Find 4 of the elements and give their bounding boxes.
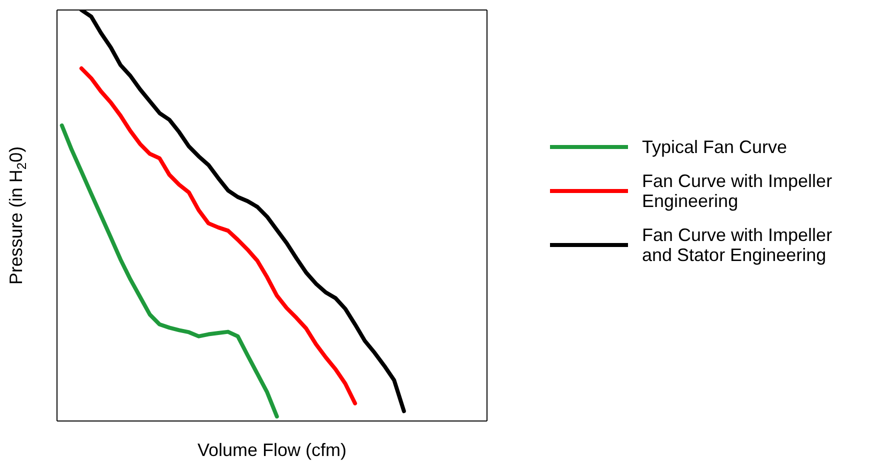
legend-label: Fan Curve with Impeller Engineering xyxy=(642,171,834,211)
legend-label: Fan Curve with Impeller and Stator Engineering xyxy=(642,225,834,265)
legend-label: Typical Fan Curve xyxy=(642,137,788,157)
x-axis-title: Volume Flow (cfm) xyxy=(197,440,347,460)
